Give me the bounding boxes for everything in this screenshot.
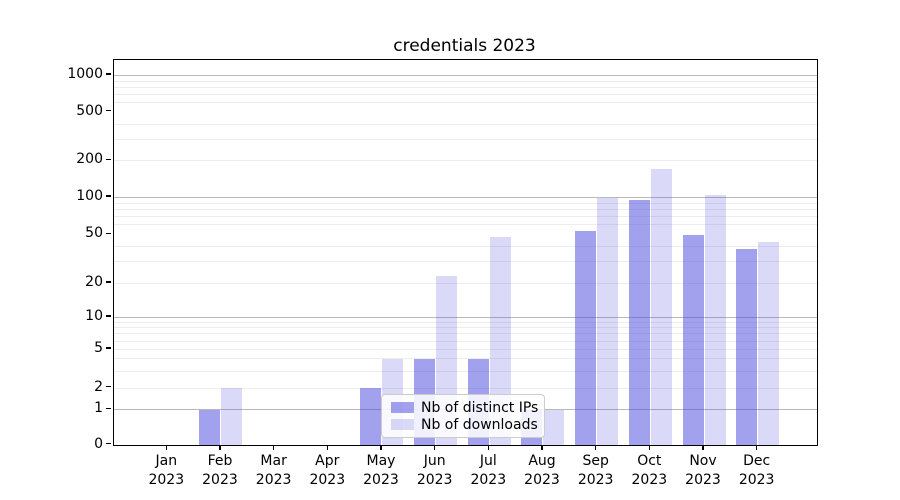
bar-downloads: [543, 409, 565, 445]
x-axis-tick: [541, 445, 543, 450]
y-axis-tick-label: 100: [76, 188, 103, 204]
y-axis-tick: [106, 347, 111, 349]
x-axis-tick-label: Sep 2023: [577, 453, 614, 488]
gridline-major: [114, 75, 817, 76]
gridline-minor: [114, 283, 817, 284]
x-axis-tick: [648, 445, 651, 450]
gridline-minor: [114, 333, 817, 335]
plot-area: Nb of distinct IPs Nb of downloads: [113, 59, 818, 446]
chart-title: credentials 2023: [393, 36, 536, 56]
bar-downloads: [704, 194, 726, 445]
gridline-minor: [114, 160, 817, 162]
x-axis-tick-label: Jan 2023: [148, 453, 185, 488]
x-axis-tick: [433, 445, 436, 450]
x-axis-tick: [219, 445, 221, 450]
y-axis-tick: [106, 109, 111, 112]
y-axis-tick: [106, 407, 111, 410]
x-axis-tick-label: May 2023: [363, 453, 399, 488]
gridline-minor: [114, 138, 817, 140]
x-axis-tick-label: Nov 2023: [685, 453, 721, 488]
gridline-major: [114, 317, 817, 318]
legend-swatch-downloads-icon: [391, 419, 414, 430]
legend-label-distinct-ips: Nb of distinct IPs: [421, 399, 539, 416]
bar-distinct-ips: [199, 409, 221, 445]
x-axis-tick-label: Jun 2023: [416, 453, 453, 488]
gridline-minor: [114, 349, 817, 350]
y-axis-tick-label: 0: [94, 435, 103, 452]
x-axis-tick: [272, 445, 275, 450]
bar-distinct-ips: [575, 230, 597, 445]
gridline-minor: [114, 261, 817, 263]
bar-downloads: [758, 241, 780, 445]
x-axis-tick: [326, 445, 329, 450]
x-axis-tick-label: Oct 2023: [631, 453, 668, 488]
gridline-minor: [114, 327, 817, 329]
legend-label-downloads: Nb of downloads: [421, 416, 538, 433]
gridline-minor: [114, 370, 817, 372]
legend-item-downloads: Nb of downloads: [391, 416, 538, 433]
y-axis-tick: [106, 158, 111, 161]
y-axis-tick: [106, 73, 111, 75]
gridline-minor: [114, 86, 817, 88]
y-axis-tick-label: 50: [85, 225, 103, 242]
gridline-minor: [114, 209, 817, 210]
y-axis-tick-label: 1000: [67, 66, 103, 82]
x-axis-tick: [165, 445, 168, 450]
y-axis-tick: [106, 315, 111, 317]
gridline-minor: [114, 358, 817, 360]
bar-distinct-ips: [360, 388, 382, 445]
x-axis-tick: [755, 445, 758, 450]
y-axis-tick: [106, 195, 111, 197]
x-axis-tick-label: Aug 2023: [524, 453, 560, 488]
bar-distinct-ips: [736, 249, 758, 445]
x-axis-tick: [380, 445, 382, 450]
x-axis-tick: [702, 445, 704, 450]
bar-distinct-ips: [682, 234, 704, 445]
legend: Nb of distinct IPs Nb of downloads: [381, 394, 545, 438]
y-axis-tick-label: 10: [85, 308, 103, 324]
x-axis-tick-label: Feb 2023: [202, 453, 238, 488]
x-axis-tick-label: Mar 2023: [255, 453, 292, 488]
legend-swatch-distinct-ips-icon: [391, 402, 414, 413]
x-axis-tick-label: Dec 2023: [738, 453, 775, 488]
y-axis-tick-label: 2: [94, 378, 103, 395]
x-axis-tick: [487, 445, 490, 450]
y-axis-tick: [106, 232, 111, 235]
gridline-minor: [114, 387, 817, 389]
gridline-minor: [114, 102, 817, 104]
gridline-major: [114, 197, 817, 198]
x-axis-tick-label: Jul 2023: [470, 453, 507, 488]
y-axis-tick-label: 500: [76, 102, 103, 119]
gridline-minor: [114, 216, 817, 218]
bar-downloads: [489, 236, 511, 445]
gridline-minor: [114, 224, 817, 226]
x-axis-tick: [594, 445, 597, 450]
y-axis-tick-label: 1: [94, 400, 103, 417]
bar-downloads: [221, 388, 243, 445]
gridline-minor: [114, 340, 817, 342]
y-axis-tick: [106, 385, 111, 388]
x-axis-tick-label: Apr 2023: [309, 453, 346, 488]
y-axis-tick-label: 200: [76, 151, 103, 168]
y-axis-tick: [106, 281, 111, 283]
gridline-minor: [114, 93, 817, 95]
gridline-minor: [114, 80, 817, 82]
y-axis-tick-label: 5: [94, 340, 103, 356]
legend-item-distinct-ips: Nb of distinct IPs: [391, 399, 539, 416]
y-axis-tick-label: 20: [85, 274, 103, 290]
gridline-minor: [114, 321, 817, 323]
gridline-minor: [114, 123, 817, 125]
gridline-minor: [114, 246, 817, 248]
y-axis-tick: [106, 442, 111, 445]
bar-distinct-ips: [628, 200, 650, 445]
gridline-minor: [114, 202, 817, 204]
bar-downloads: [597, 197, 619, 445]
bar-downloads: [650, 169, 672, 445]
